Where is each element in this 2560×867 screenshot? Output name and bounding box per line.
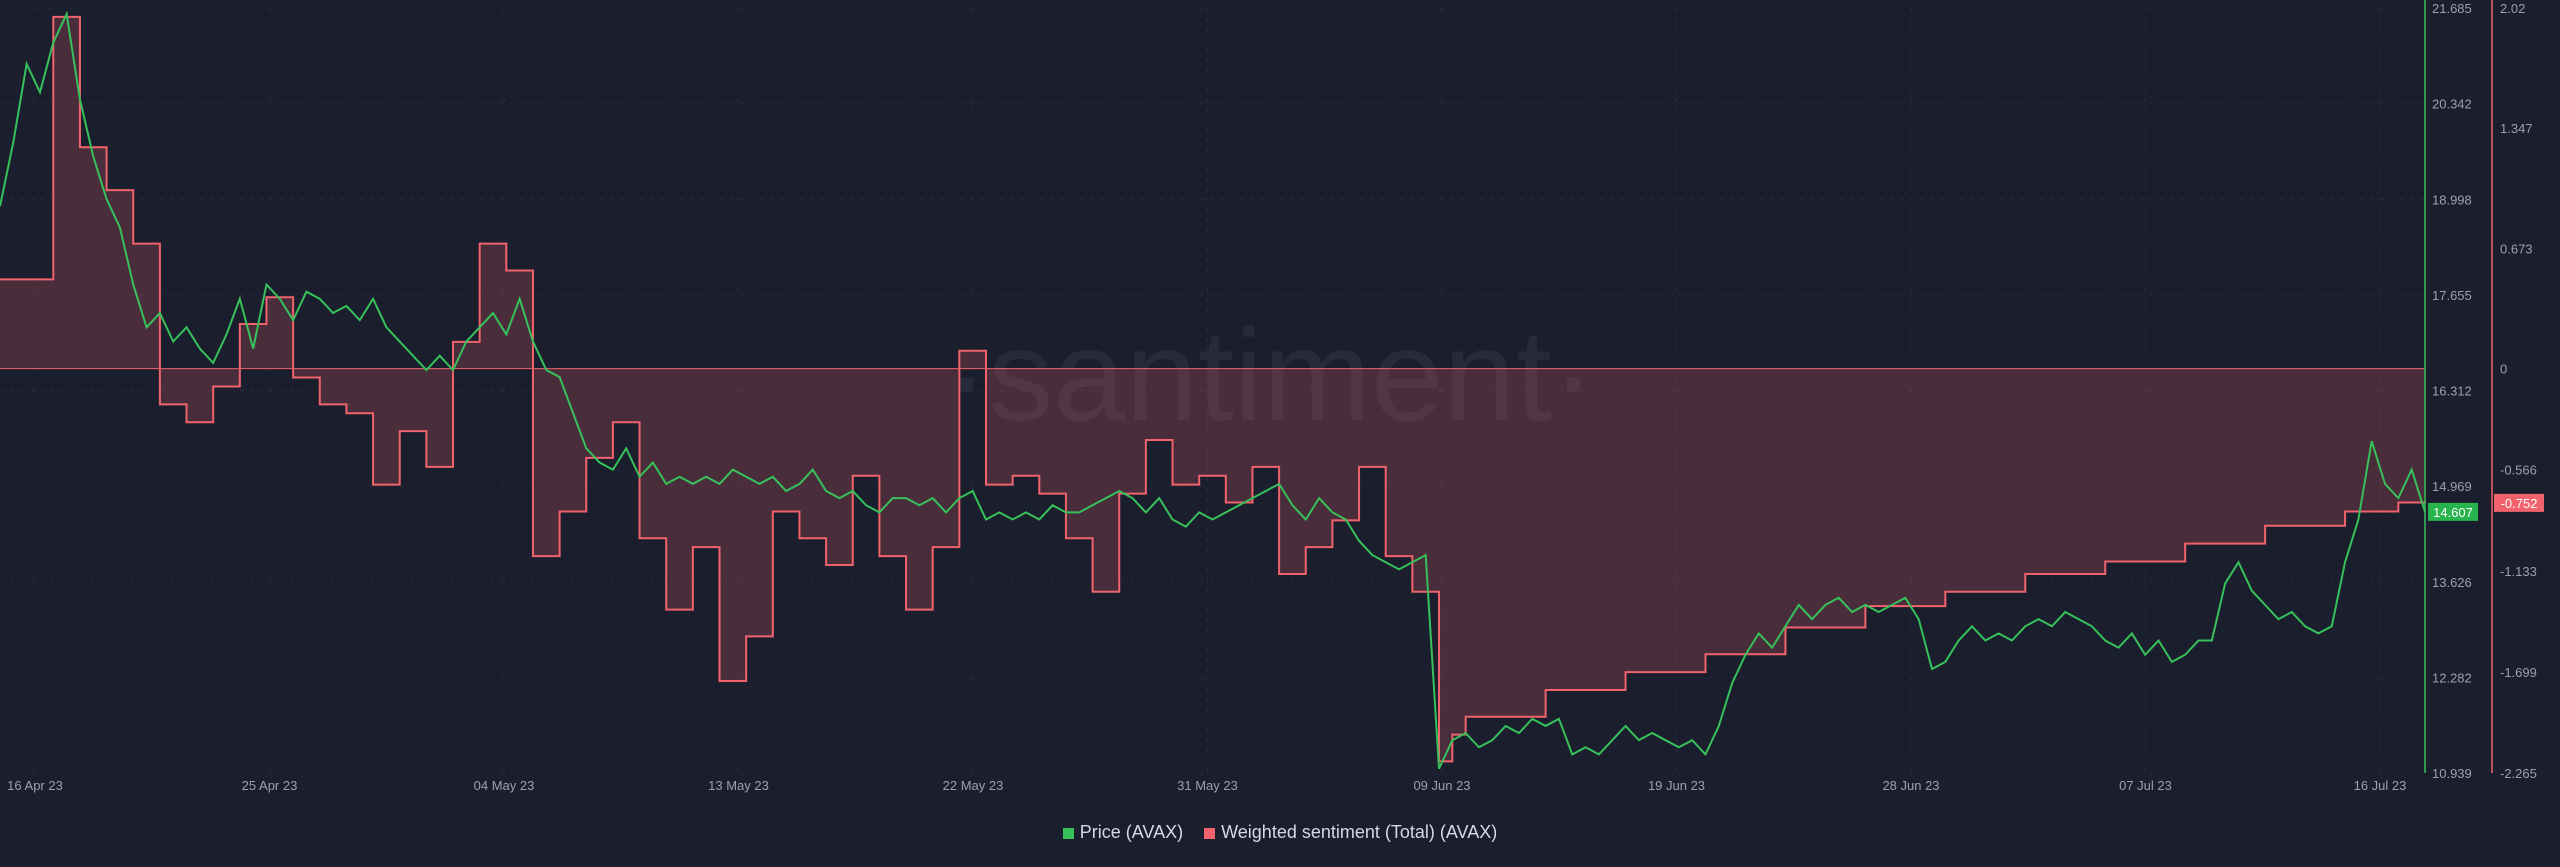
legend-item-sentiment[interactable]: Weighted sentiment (Total) (AVAX) [1204,822,1497,843]
sentiment-last-value-badge [2494,493,2544,512]
sentiment-tick-label: 0.673 [2500,241,2533,256]
x-tick-label: 13 May 23 [708,778,769,793]
sentiment-last-value: -0.752 [2501,496,2538,511]
sentiment-tick-label: 2.02 [2500,1,2525,16]
x-tick-label: 25 Apr 23 [242,778,298,793]
legend-swatch-price [1062,827,1074,839]
price-tick-label: 10.939 [2432,766,2472,781]
x-tick-label: 16 Apr 23 [7,778,63,793]
x-tick-label: 04 May 23 [474,778,535,793]
price-tick-label: 20.342 [2432,97,2472,112]
price-tick-label: 13.626 [2432,575,2472,590]
price-line [0,10,2426,770]
x-tick-label: 07 Jul 23 [2119,778,2172,793]
sentiment-tick-label: 0 [2500,362,2507,377]
price-tick-label: 21.685 [2432,1,2472,16]
price-last-value: 14.607 [2433,505,2473,520]
sentiment-tick-label: -1.133 [2500,564,2537,579]
price-last-value-badge [2428,502,2478,521]
x-tick-label: 09 Jun 23 [1413,778,1470,793]
x-tick-label: 31 May 23 [1177,778,1238,793]
sentiment-tick-label: -1.699 [2500,665,2537,680]
legend-label-sentiment: Weighted sentiment (Total) (AVAX) [1221,822,1498,842]
legend-label-price: Price (AVAX) [1079,822,1184,842]
sentiment-line [0,15,2426,763]
sentiment-tick-label: 1.347 [2500,121,2533,136]
sentiment-area [0,16,2425,762]
x-tick-label: 28 Jun 23 [1882,778,1939,793]
sentiment-tick-label: -2.265 [2500,766,2537,781]
x-tick-label: 16 Jul 23 [2354,778,2407,793]
x-tick-label: 19 Jun 23 [1648,778,1705,793]
legend: Price (AVAX) Weighted sentiment (Total) … [0,822,2560,843]
legend-item-price[interactable]: Price (AVAX) [1062,822,1184,843]
sentiment-tick-label: -0.566 [2500,463,2537,478]
price-tick-label: 12.282 [2432,670,2472,685]
price-tick-label: 17.655 [2432,288,2472,303]
price-tick-label: 16.312 [2432,384,2472,399]
price-tick-label: 18.998 [2432,192,2472,207]
watermark: ·santiment· [945,302,1595,448]
x-tick-label: 22 May 23 [943,778,1004,793]
legend-swatch-sentiment [1204,827,1216,839]
price-tick-label: 14.969 [2432,479,2472,494]
